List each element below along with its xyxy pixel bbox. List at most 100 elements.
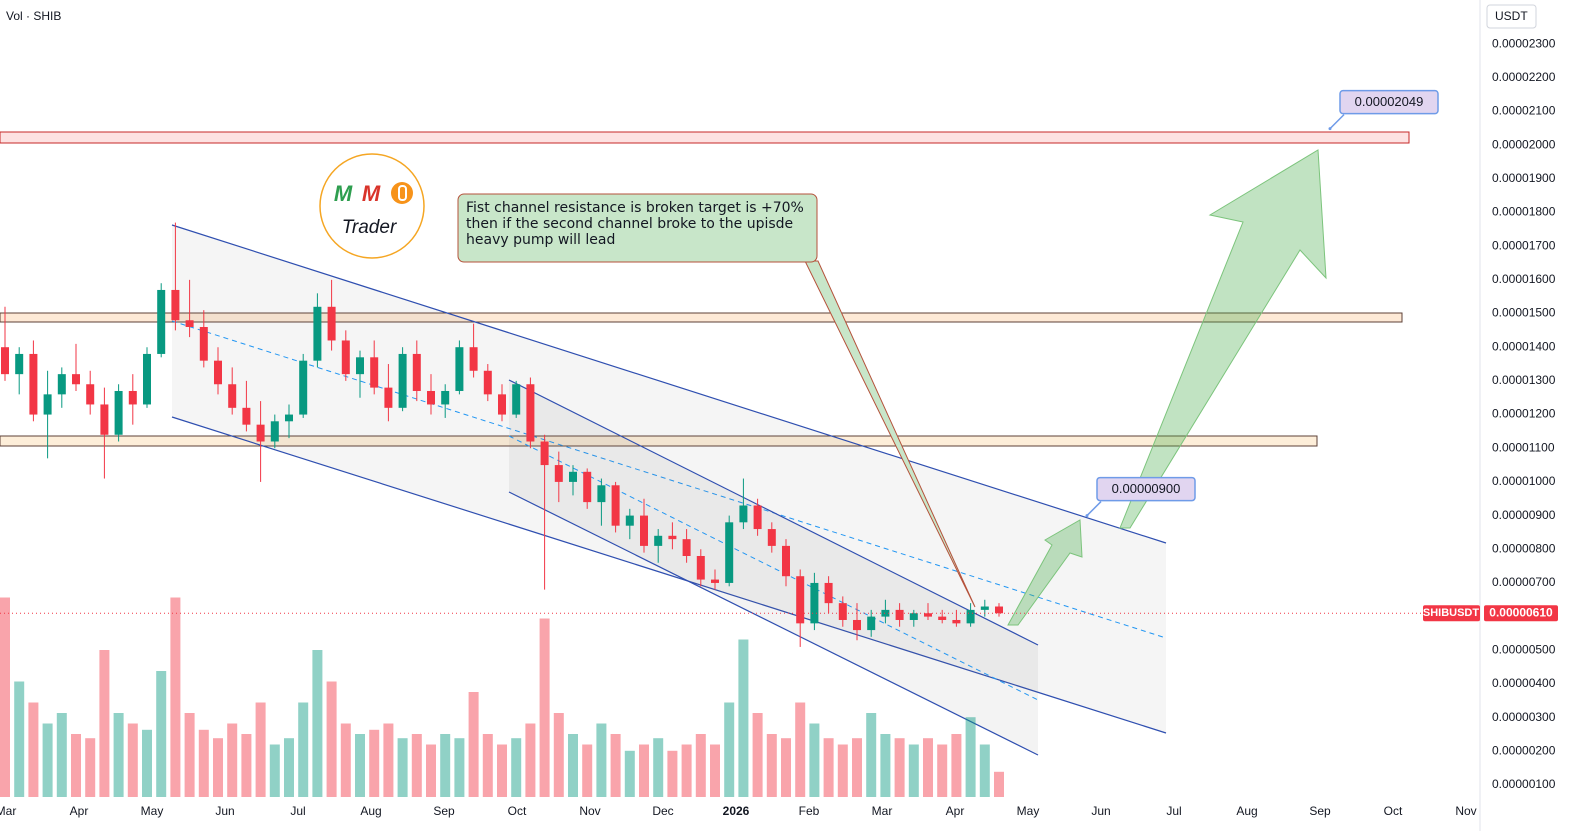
candle-body xyxy=(15,353,24,375)
candle-body xyxy=(256,424,265,442)
x-tick-label: Mar xyxy=(0,804,16,818)
target-arrow xyxy=(1119,149,1327,529)
volume-bar xyxy=(184,713,195,797)
logo: M M Trader xyxy=(319,153,425,259)
volume-bar xyxy=(198,729,209,797)
logo-letter: M xyxy=(334,181,353,206)
y-tick-label: 0.00000800 xyxy=(1492,541,1556,555)
logo-coin-mark xyxy=(398,185,407,201)
candle-body xyxy=(682,539,691,556)
volume-bar xyxy=(653,738,664,797)
y-tick-label: 0.00000100 xyxy=(1492,777,1556,791)
resistance-zone xyxy=(0,131,1410,144)
candle-body xyxy=(100,404,109,435)
note-text: Fist channel resistance is broken target… xyxy=(466,200,804,248)
y-tick-label: 0.00001900 xyxy=(1492,171,1556,185)
candle-body xyxy=(767,529,776,546)
y-tick-label: 0.00000300 xyxy=(1492,710,1556,724)
volume-bar xyxy=(99,650,110,797)
volume-bar xyxy=(695,734,706,797)
logo-ring xyxy=(319,153,425,259)
volume-bar xyxy=(525,723,536,797)
candle-body xyxy=(498,394,506,415)
channel-line xyxy=(508,379,1039,646)
candle-body xyxy=(952,619,961,624)
volume-bar xyxy=(383,723,394,797)
x-tick-label: Apr xyxy=(946,804,965,818)
candle-body xyxy=(43,394,52,415)
volume-bar xyxy=(823,738,834,797)
y-tick-label: 0.00001500 xyxy=(1492,306,1556,320)
y-tick-label: 0.00001800 xyxy=(1492,205,1556,219)
volume-bar xyxy=(738,639,749,797)
volume-bar xyxy=(979,744,990,797)
candle-body xyxy=(824,582,833,604)
volume-bar xyxy=(724,702,735,797)
candle-body xyxy=(299,360,308,415)
y-tick-label: 0.00000500 xyxy=(1492,642,1556,656)
candle-body xyxy=(157,289,166,354)
volume-bar xyxy=(908,744,919,797)
volume-bar xyxy=(880,734,891,797)
candle-body xyxy=(483,370,492,395)
currency-button[interactable] xyxy=(1486,4,1537,29)
x-tick-label: Jun xyxy=(215,804,234,818)
volume-bar xyxy=(951,734,962,797)
channel-mid xyxy=(171,320,1167,639)
candle-body xyxy=(753,505,762,530)
y-tick-label: 0.00001000 xyxy=(1492,474,1556,488)
candle-body xyxy=(909,613,918,620)
x-tick-label: Aug xyxy=(1236,804,1257,818)
volume-bar xyxy=(610,734,621,797)
candle-body xyxy=(441,390,450,405)
note-box xyxy=(457,193,818,263)
candle-body xyxy=(327,306,336,341)
volume-bar xyxy=(568,734,578,797)
x-tick-label: Nov xyxy=(1455,804,1476,818)
volume-bar xyxy=(113,713,124,797)
candle-body xyxy=(668,535,677,540)
volume-bar xyxy=(298,702,309,797)
volume-bar xyxy=(468,692,479,797)
volume-bar xyxy=(539,618,550,797)
channel-line xyxy=(171,224,1167,544)
candle-body xyxy=(597,485,606,503)
volume-bar xyxy=(639,744,649,797)
volume-bar xyxy=(440,734,451,797)
volume-bar xyxy=(142,729,152,797)
currency[interactable]: USDT xyxy=(1495,9,1528,23)
volume-bar xyxy=(766,734,777,797)
candle-body xyxy=(242,407,251,425)
drawings xyxy=(0,131,1410,756)
target-box xyxy=(1096,476,1196,502)
candle-body xyxy=(725,522,734,583)
x-tick-label: Jul xyxy=(290,804,305,818)
note-callout: Fist channel resistance is broken target… xyxy=(457,193,976,608)
candle-body xyxy=(924,613,932,617)
volume-bar xyxy=(454,738,465,797)
candle-body xyxy=(128,390,137,405)
logo-coin xyxy=(391,182,413,204)
candle-body xyxy=(143,353,151,405)
volume-bar xyxy=(923,738,933,797)
y-tick-label: 0.00002100 xyxy=(1492,104,1556,118)
y-tick-label: 0.00000700 xyxy=(1492,575,1556,589)
candle-body xyxy=(583,471,592,503)
candle-body xyxy=(796,576,805,624)
channel-line xyxy=(508,491,1039,756)
last-price-label: 0.00000610 xyxy=(1489,605,1553,619)
candle-body xyxy=(810,582,819,624)
last-price-tag xyxy=(1484,605,1558,622)
y-tick-label: 0.00002300 xyxy=(1492,36,1556,50)
volume-bar xyxy=(482,734,493,797)
target-arrow xyxy=(1007,519,1083,626)
candle-body xyxy=(554,465,563,482)
candle-body xyxy=(611,485,620,526)
y-tick-label: 0.00001200 xyxy=(1492,407,1556,421)
target-pointer xyxy=(1329,114,1345,130)
volume-bar xyxy=(42,723,53,797)
y-tick-label: 0.00000400 xyxy=(1492,676,1556,690)
volume-bar xyxy=(994,771,1004,797)
volume-bar xyxy=(312,650,323,797)
candle-body xyxy=(640,515,648,546)
